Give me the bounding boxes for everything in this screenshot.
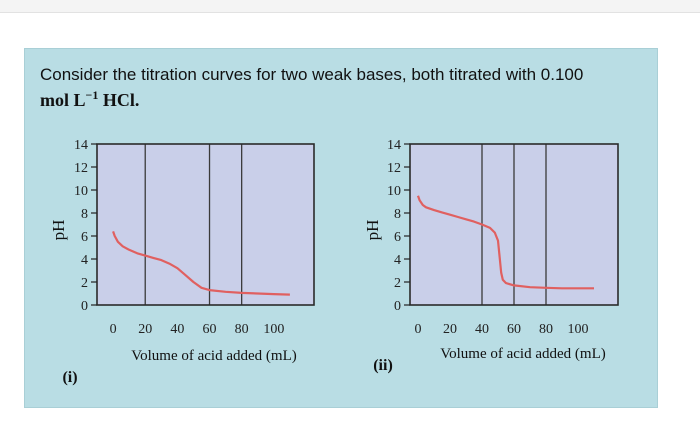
y-tick-label-0: 0 — [394, 299, 401, 314]
x-tick-label-60: 60 — [203, 322, 217, 337]
plot-area — [97, 144, 314, 305]
y-tick-label-6: 6 — [394, 230, 401, 245]
y-tick-label-10: 10 — [74, 184, 88, 199]
x-tick-label-100: 100 — [568, 322, 589, 337]
x-tick-label-80: 80 — [235, 322, 249, 337]
y-tick-label-8: 8 — [81, 207, 88, 222]
x-axis-title: Volume of acid added (mL) — [131, 348, 297, 364]
panel-label: (ii) — [373, 357, 393, 374]
x-tick-label-40: 40 — [475, 322, 489, 337]
y-axis-title: pH — [363, 220, 382, 241]
question-unit-exponent: −1 — [85, 88, 99, 102]
y-tick-label-6: 6 — [81, 230, 88, 245]
x-tick-label-0: 0 — [110, 322, 117, 337]
x-tick-label-60: 60 — [507, 322, 521, 337]
question-unit: mol L — [40, 90, 86, 110]
question-text: Consider the titration curves for two we… — [40, 64, 640, 111]
y-tick-label-4: 4 — [394, 253, 401, 268]
y-tick-label-4: 4 — [81, 253, 88, 268]
question-line-1: Consider the titration curves for two we… — [40, 65, 584, 84]
y-tick-label-2: 2 — [81, 276, 88, 291]
y-tick-label-12: 12 — [387, 161, 401, 176]
y-tick-label-10: 10 — [387, 184, 401, 199]
top-strip — [0, 0, 700, 13]
y-tick-label-14: 14 — [387, 138, 401, 153]
question-line-2: mol L−1 HCl. — [40, 85, 640, 111]
x-tick-label-40: 40 — [170, 322, 184, 337]
y-tick-label-0: 0 — [81, 299, 88, 314]
x-tick-label-20: 20 — [443, 322, 457, 337]
x-tick-label-80: 80 — [539, 322, 553, 337]
x-tick-label-0: 0 — [415, 322, 422, 337]
y-tick-label-12: 12 — [74, 161, 88, 176]
y-tick-label-2: 2 — [394, 276, 401, 291]
x-axis-title: Volume of acid added (mL) — [440, 346, 606, 362]
x-tick-label-100: 100 — [263, 322, 284, 337]
titration-curve — [112, 231, 290, 296]
y-tick-label-14: 14 — [74, 138, 88, 153]
plot-border — [96, 143, 315, 306]
x-tick-label-20: 20 — [138, 322, 152, 337]
titration-curve — [416, 195, 594, 290]
chart-2: 0 2 4 6 8 10 12 14 0 20 40 60 80 100 pH Volume of acid … — [363, 138, 619, 374]
panel-label: (i) — [62, 369, 77, 386]
y-tick-label-8: 8 — [394, 207, 401, 222]
question-acid: HCl. — [98, 90, 140, 110]
chart-1: 0 2 4 6 8 10 12 14 0 20 40 60 80 100 pH Volume of acid … — [49, 138, 315, 386]
plot-border — [409, 143, 619, 306]
y-axis-title: pH — [49, 220, 68, 241]
